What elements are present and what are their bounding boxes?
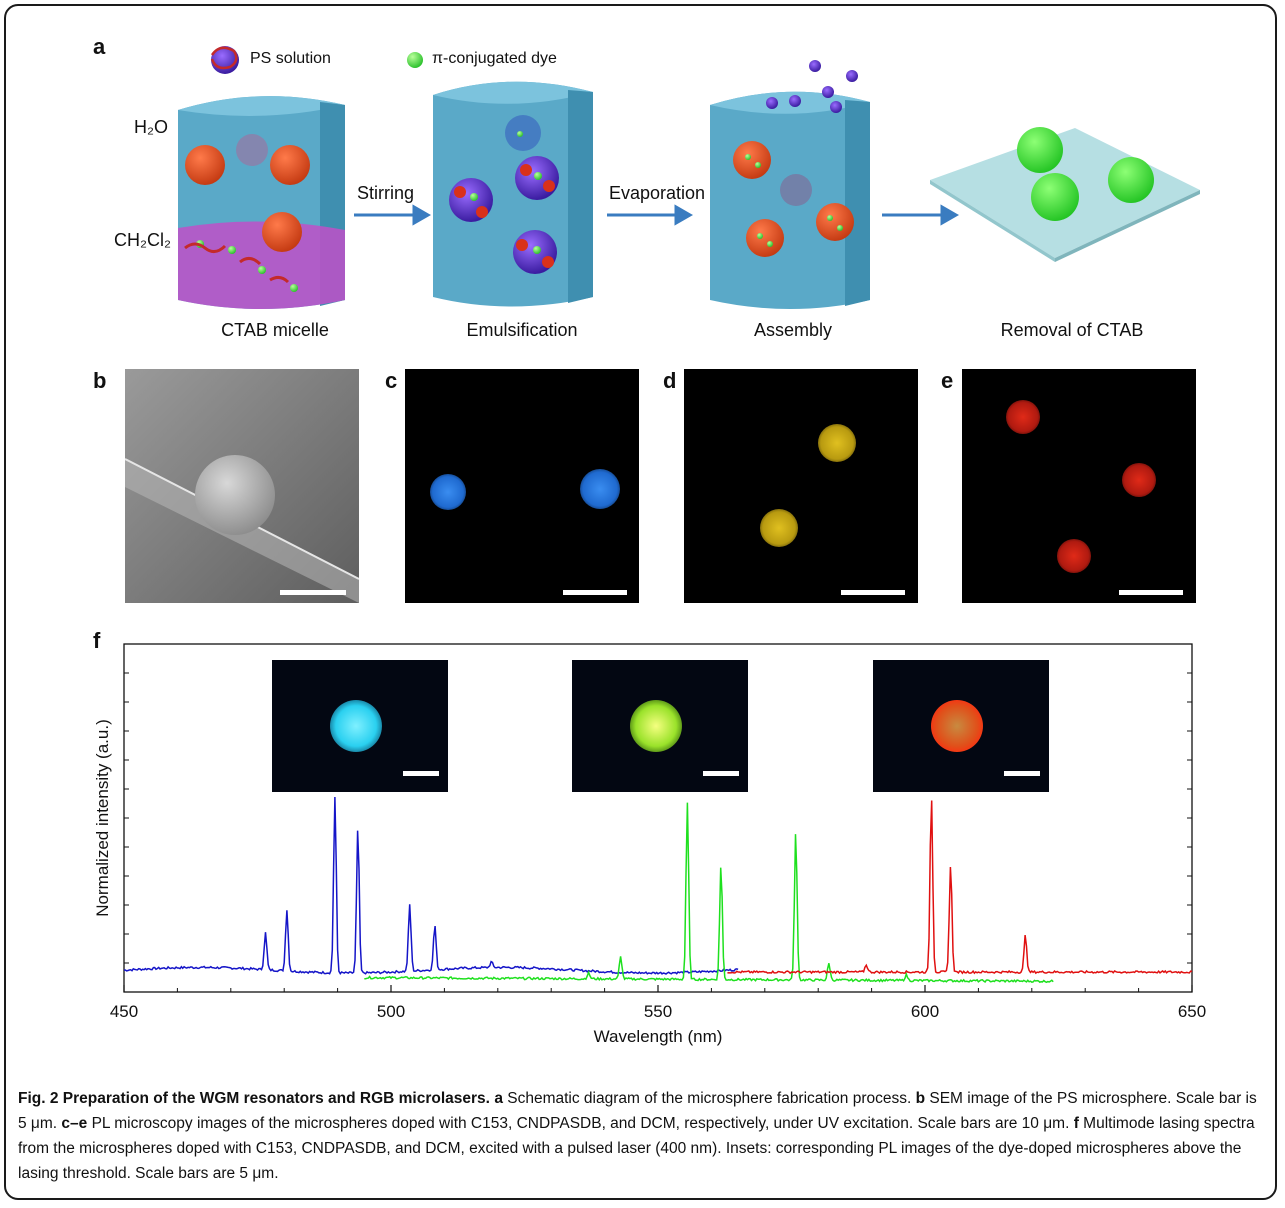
legend-ps-solution: PS solution: [250, 50, 331, 67]
caption-key-a: a: [494, 1090, 503, 1107]
caption-text-ce: PL microscopy images of the microspheres…: [87, 1115, 1074, 1132]
stage-removal-of-ctab: [930, 127, 1200, 262]
lasing-spectra-chart: 450 500 550 600 650 Wavelength (nm) Normaliz…: [93, 643, 1206, 1046]
green-spectrum-line: [364, 802, 1054, 984]
stage-label: CTAB micelle: [221, 320, 329, 340]
arrow-label-stirring: Stirring: [357, 183, 415, 203]
panel-label-e: e: [941, 368, 954, 393]
panel-a-schematic: [178, 46, 1200, 310]
sem-image: [125, 369, 359, 603]
caption-text-b: SEM image of the PS microsphere. Scale b…: [18, 1090, 1257, 1132]
blue-spectrum-line: [123, 796, 739, 976]
figure-caption: Fig. 2 Preparation of the WGM resonators…: [18, 1086, 1268, 1186]
y-axis-label: Normalized intensity (a.u.): [93, 719, 112, 916]
process-arrows: [354, 204, 960, 226]
x-axis-label: Wavelength (nm): [594, 1027, 723, 1046]
caption-title: Fig. 2 Preparation of the WGM resonators…: [18, 1090, 490, 1107]
caption-text-f: Multimode lasing spectra from the micros…: [18, 1115, 1255, 1182]
panel-label-f: f: [93, 628, 101, 653]
pl-image-cndpasdb: [684, 369, 918, 603]
x-tick-label: 600: [911, 1002, 939, 1021]
panel-label-b: b: [93, 368, 107, 393]
figure-frame: [4, 4, 1277, 1200]
caption-text-a: Schematic diagram of the microsphere fab…: [502, 1090, 916, 1107]
stage-label: Removal of CTAB: [1000, 320, 1144, 340]
caption-key-f: f: [1073, 1115, 1079, 1132]
stage-label: Emulsification: [466, 320, 578, 340]
x-tick-label: 550: [644, 1002, 672, 1021]
inset-green-pl: [572, 660, 748, 792]
label-h2o: H₂O: [134, 117, 168, 137]
x-tick-label: 450: [110, 1002, 138, 1021]
panel-label-c: c: [385, 368, 398, 393]
label-ch2cl2: CH₂Cl₂: [114, 230, 171, 250]
stage-emulsification: [433, 81, 593, 307]
scale-bar: [1004, 771, 1040, 776]
x-tick-label: 500: [377, 1002, 405, 1021]
scale-bar: [403, 771, 439, 776]
arrow-label-evaporation: Evaporation: [609, 183, 706, 203]
scale-bar: [280, 590, 346, 595]
x-tick-label: 650: [1178, 1002, 1206, 1021]
pl-image-c153: [405, 369, 639, 603]
stage-assembly: [710, 60, 870, 310]
scale-bar: [563, 590, 627, 595]
scale-bar: [1119, 590, 1183, 595]
dye-icon: [407, 52, 423, 68]
scale-bar: [703, 771, 739, 776]
red-spectrum-line: [727, 800, 1193, 975]
inset-red-pl: [873, 660, 1049, 792]
stage-ctab-micelle: [178, 96, 345, 309]
panel-label-d: d: [663, 368, 677, 393]
scale-bar: [841, 590, 905, 595]
caption-key-b: b: [915, 1090, 926, 1107]
caption-key-ce: c–e: [61, 1115, 88, 1132]
inset-blue-pl: [272, 660, 448, 792]
pl-image-dcm: [962, 369, 1196, 603]
legend-dye: π-conjugated dye: [432, 50, 557, 67]
panel-label-a: a: [93, 34, 106, 59]
ps-solution-icon: [210, 46, 239, 74]
stage-label: Assembly: [753, 320, 833, 340]
